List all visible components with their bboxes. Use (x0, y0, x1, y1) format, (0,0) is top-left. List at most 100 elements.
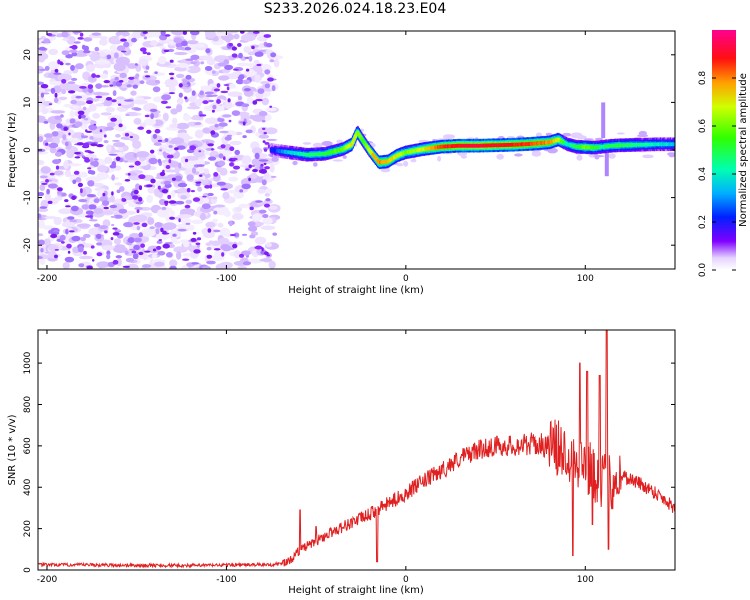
noise-speckle (134, 107, 142, 111)
noise-speckle (87, 169, 93, 175)
noise-speckle (96, 144, 104, 148)
noise-speckle (189, 145, 197, 151)
noise-speckle (62, 221, 75, 228)
noise-speckle (38, 159, 45, 166)
noise-speckle (150, 149, 155, 154)
noise-speckle (214, 123, 219, 128)
noise-speckle (110, 215, 116, 218)
noise-speckle (254, 74, 261, 83)
noise-speckle (205, 221, 216, 228)
noise-speckle (170, 108, 178, 115)
noise-speckle (233, 165, 240, 170)
noise-speckle (214, 33, 229, 36)
noise-speckle (229, 140, 242, 146)
noise-speckle (241, 233, 248, 236)
noise-speckle (64, 199, 69, 203)
noise-speckle (205, 48, 211, 54)
noise-speckle (77, 182, 83, 188)
noise-speckle (212, 218, 219, 222)
noise-speckle (116, 45, 126, 52)
noise-speckle (83, 37, 93, 42)
y-tick-label: -10 (23, 190, 33, 205)
noise-speckle (138, 58, 149, 66)
noise-speckle (95, 95, 103, 99)
noise-speckle (133, 189, 139, 195)
noise-speckle (226, 31, 239, 34)
noise-speckle (78, 199, 88, 203)
ridge-halo (266, 138, 278, 141)
noise-speckle (63, 104, 73, 108)
noise-speckle (219, 130, 229, 134)
noise-speckle (119, 186, 125, 192)
noise-speckle (134, 63, 138, 66)
noise-speckle (184, 96, 188, 100)
noise-speckle (184, 47, 192, 51)
noise-speckle (242, 79, 251, 85)
noise-speckle (39, 175, 48, 179)
noise-speckle (252, 64, 262, 72)
spectrogram-ridge (266, 102, 675, 177)
noise-speckle (190, 31, 200, 36)
y-tick-label: 800 (23, 396, 33, 413)
noise-speckle (83, 157, 90, 160)
noise-speckle (76, 142, 84, 146)
ridge-halo (616, 132, 625, 135)
noise-speckle (262, 127, 266, 130)
noise-speckle (209, 184, 213, 189)
noise-speckle (56, 190, 63, 195)
noise-speckle (127, 237, 135, 244)
noise-speckle (211, 109, 215, 113)
noise-speckle (157, 250, 166, 256)
noise-speckle (222, 114, 232, 118)
noise-speckle (128, 165, 135, 168)
ridge-halo (437, 155, 442, 162)
noise-speckle (130, 90, 137, 96)
noise-speckle (241, 250, 251, 256)
noise-speckle (213, 210, 218, 215)
noise-speckle (102, 192, 106, 197)
noise-speckle (132, 77, 141, 87)
noise-speckle (161, 206, 167, 211)
noise-speckle (268, 205, 278, 210)
noise-speckle (258, 134, 270, 139)
noise-speckle (165, 169, 179, 173)
noise-speckle (42, 92, 50, 95)
noise-speckle (168, 139, 184, 145)
noise-speckle (168, 145, 173, 148)
noise-speckle (149, 226, 155, 230)
noise-speckle (68, 49, 78, 53)
noise-speckle (177, 188, 189, 193)
noise-speckle (132, 140, 142, 149)
noise-speckle (145, 75, 151, 78)
noise-speckle (48, 142, 59, 149)
noise-speckle (163, 49, 170, 53)
noise-speckle (258, 49, 267, 53)
noise-speckle (251, 147, 263, 155)
noise-speckle (159, 198, 166, 206)
noise-speckle (232, 243, 238, 249)
noise-speckle (192, 231, 197, 235)
noise-speckle (258, 159, 269, 162)
noise-speckle (39, 258, 46, 265)
noise-speckle (211, 148, 214, 151)
snr-x-label: Height of straight line (km) (288, 585, 424, 596)
noise-speckle (45, 142, 49, 146)
noise-speckle (102, 200, 110, 206)
noise-speckle (263, 131, 267, 135)
noise-speckle (44, 216, 58, 220)
noise-speckle (178, 83, 183, 88)
noise-speckle (124, 179, 131, 182)
noise-speckle (123, 222, 134, 228)
noise-speckle (53, 72, 62, 75)
noise-speckle (154, 71, 158, 74)
noise-speckle (118, 123, 123, 128)
ridge-halo (380, 167, 391, 173)
noise-speckle (201, 265, 211, 269)
noise-speckle (99, 129, 103, 133)
noise-speckle (213, 172, 219, 177)
y-tick-label: 10 (23, 96, 33, 108)
noise-speckle (247, 221, 256, 227)
noise-speckle (40, 84, 49, 89)
noise-speckle (171, 117, 178, 125)
noise-speckle (208, 99, 214, 103)
